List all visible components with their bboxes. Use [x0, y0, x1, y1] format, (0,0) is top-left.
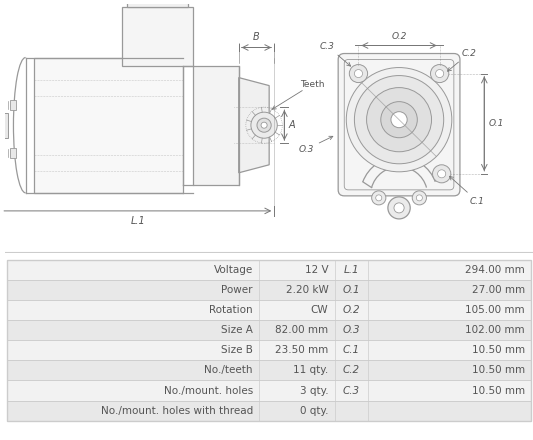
Text: O.1: O.1	[488, 119, 504, 128]
Text: C.1: C.1	[449, 176, 485, 206]
Text: O.2: O.2	[391, 33, 407, 41]
Text: 10.50 mm: 10.50 mm	[472, 345, 525, 356]
Text: 0 qty.: 0 qty.	[300, 406, 328, 415]
Circle shape	[367, 88, 432, 152]
Text: 105.00 mm: 105.00 mm	[465, 305, 525, 315]
Bar	[193, 66, 239, 185]
Text: 3 qty.: 3 qty.	[300, 385, 328, 396]
Text: 294.00 mm: 294.00 mm	[465, 265, 525, 275]
Text: C.3: C.3	[320, 41, 351, 66]
Text: O.2: O.2	[343, 305, 360, 315]
Text: O.1: O.1	[343, 285, 360, 295]
Text: B: B	[253, 33, 260, 43]
Bar	[7, 280, 531, 300]
Text: Rotation: Rotation	[209, 305, 253, 315]
Bar	[7, 381, 531, 400]
Circle shape	[388, 197, 410, 219]
Text: 2.20 kW: 2.20 kW	[286, 285, 328, 295]
Text: O.3: O.3	[298, 136, 333, 154]
Text: L.1: L.1	[131, 216, 145, 226]
Bar	[7, 320, 531, 341]
Text: Power: Power	[221, 285, 253, 295]
Text: C.1: C.1	[343, 345, 360, 356]
FancyBboxPatch shape	[338, 54, 460, 196]
Circle shape	[391, 112, 407, 128]
Circle shape	[435, 70, 443, 77]
Bar	[7, 260, 531, 421]
Circle shape	[433, 165, 451, 183]
Text: 27.00 mm: 27.00 mm	[472, 285, 525, 295]
Text: C.2: C.2	[448, 48, 477, 71]
Text: Size B: Size B	[221, 345, 253, 356]
Circle shape	[416, 195, 422, 201]
Circle shape	[349, 65, 368, 83]
Circle shape	[381, 102, 417, 138]
Text: 23.50 mm: 23.50 mm	[275, 345, 328, 356]
Circle shape	[251, 112, 277, 138]
Text: 11 qty.: 11 qty.	[293, 366, 328, 375]
Bar	[7, 260, 531, 280]
Text: C.2: C.2	[343, 366, 360, 375]
Text: No./mount. holes with thread: No./mount. holes with thread	[101, 406, 253, 415]
Circle shape	[376, 195, 382, 201]
Bar	[7, 341, 531, 360]
Text: Size A: Size A	[221, 325, 253, 335]
Circle shape	[372, 191, 386, 205]
Circle shape	[261, 122, 267, 128]
Bar	[11, 100, 17, 110]
Circle shape	[354, 70, 362, 77]
Bar	[127, 0, 188, 7]
Bar	[7, 360, 531, 381]
Circle shape	[346, 68, 452, 172]
Text: 82.00 mm: 82.00 mm	[276, 325, 328, 335]
Bar	[7, 300, 531, 320]
Text: 12 V: 12 V	[305, 265, 328, 275]
Text: 10.50 mm: 10.50 mm	[472, 385, 525, 396]
Text: A: A	[288, 120, 295, 130]
Text: Teeth: Teeth	[272, 80, 324, 109]
Circle shape	[412, 191, 426, 205]
Text: O.3: O.3	[343, 325, 360, 335]
Text: Voltage: Voltage	[214, 265, 253, 275]
Text: C.3: C.3	[343, 385, 360, 396]
Bar	[7, 400, 531, 421]
Bar	[122, 7, 193, 66]
Bar	[0, 113, 9, 138]
Bar	[11, 148, 17, 158]
Text: 10.50 mm: 10.50 mm	[472, 366, 525, 375]
Text: L.1: L.1	[344, 265, 359, 275]
Circle shape	[394, 203, 404, 213]
Circle shape	[431, 65, 449, 83]
Text: No./mount. holes: No./mount. holes	[164, 385, 253, 396]
Circle shape	[257, 118, 271, 132]
Circle shape	[354, 76, 443, 164]
Text: CW: CW	[311, 305, 328, 315]
Circle shape	[438, 170, 446, 178]
FancyBboxPatch shape	[34, 58, 183, 193]
Text: No./teeth: No./teeth	[204, 366, 253, 375]
Polygon shape	[239, 77, 269, 173]
Text: 102.00 mm: 102.00 mm	[465, 325, 525, 335]
